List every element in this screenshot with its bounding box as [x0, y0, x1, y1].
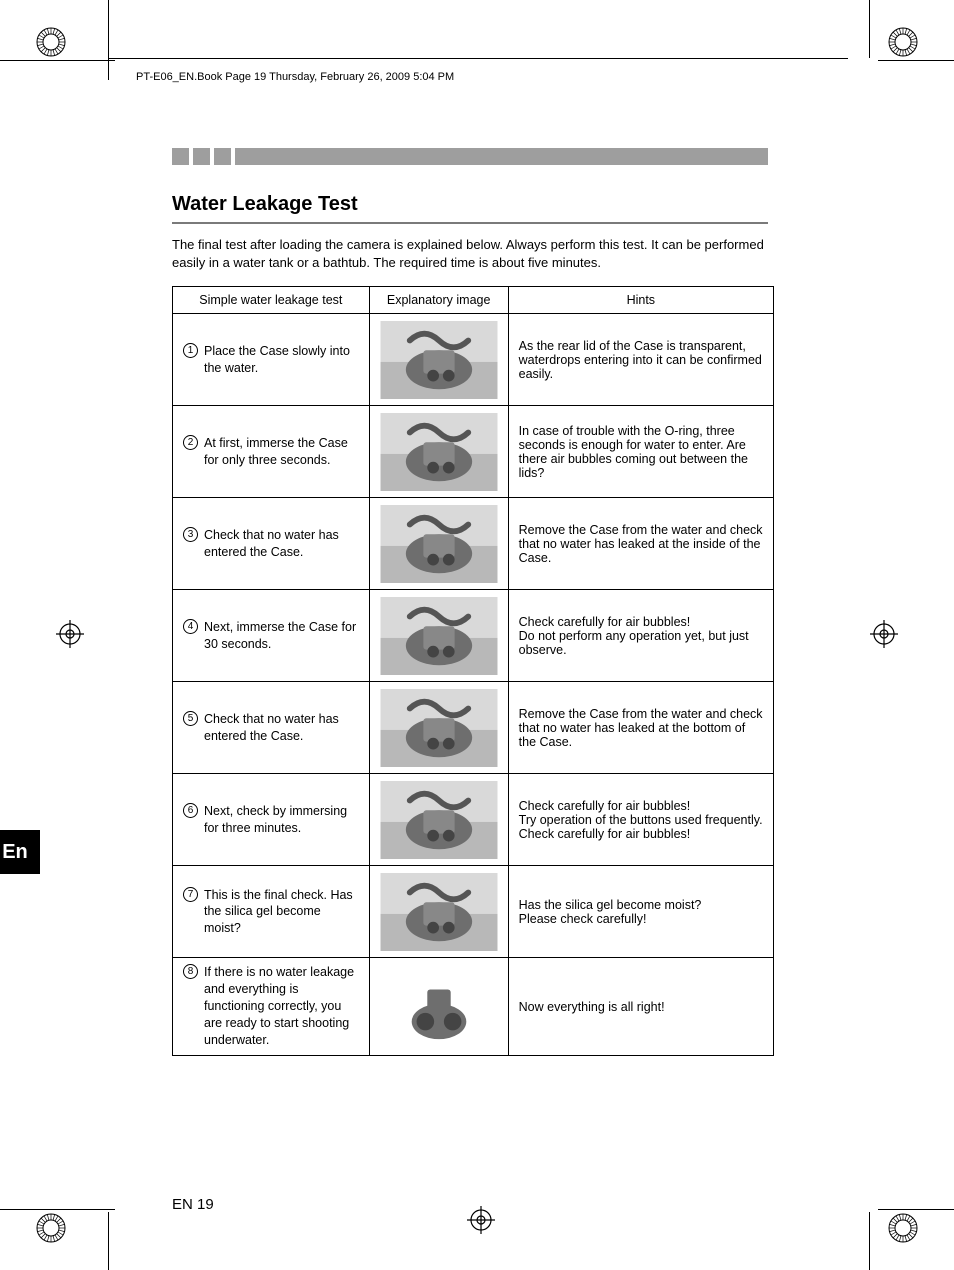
reg-target-right — [870, 620, 898, 648]
explanatory-image — [380, 505, 498, 583]
step-cell: 8 If there is no water leakage and every… — [173, 958, 370, 1055]
image-cell — [369, 498, 508, 590]
crop-line — [0, 1209, 115, 1210]
table-row: 4 Next, immerse the Case for 30 seconds.… — [173, 590, 774, 682]
step-cell: 7 This is the final check. Has the silic… — [173, 866, 370, 958]
step-cell: 3 Check that no water has entered the Ca… — [173, 498, 370, 590]
table-row: 2 At first, immerse the Case for only th… — [173, 406, 774, 498]
doc-header: PT-E06_EN.Book Page 19 Thursday, Februar… — [108, 58, 848, 88]
explanatory-image — [380, 597, 498, 675]
explanatory-image — [380, 968, 498, 1046]
step-text: Next, check by immersing for three minut… — [204, 803, 359, 837]
page-title: Water Leakage Test — [172, 193, 768, 224]
th-hint: Hints — [508, 287, 773, 314]
explanatory-image — [380, 321, 498, 399]
step-number: 5 — [183, 711, 198, 726]
step-cell: 2 At first, immerse the Case for only th… — [173, 406, 370, 498]
image-cell — [369, 958, 508, 1055]
table-body: 1 Place the Case slowly into the water. … — [173, 314, 774, 1055]
crop-line — [108, 1212, 109, 1270]
image-cell — [369, 682, 508, 774]
reg-mark-br — [885, 1210, 921, 1246]
hint-cell: As the rear lid of the Case is transpare… — [508, 314, 773, 406]
reg-mark-bl — [33, 1210, 69, 1246]
crop-line — [878, 60, 954, 61]
step-text: Place the Case slowly into the water. — [204, 343, 359, 377]
explanatory-image — [380, 413, 498, 491]
image-cell — [369, 314, 508, 406]
reg-mark-tl — [33, 24, 69, 60]
doc-header-text: PT-E06_EN.Book Page 19 Thursday, Februar… — [136, 71, 454, 83]
table-row: 1 Place the Case slowly into the water. … — [173, 314, 774, 406]
hint-cell: Remove the Case from the water and check… — [508, 498, 773, 590]
explanatory-image — [380, 873, 498, 951]
reg-mark-tr — [885, 24, 921, 60]
deco-square — [172, 148, 189, 165]
th-image: Explanatory image — [369, 287, 508, 314]
intro-paragraph: The final test after loading the camera … — [172, 236, 768, 272]
step-cell: 4 Next, immerse the Case for 30 seconds. — [173, 590, 370, 682]
hint-cell: Has the silica gel become moist?Please c… — [508, 866, 773, 958]
step-number: 2 — [183, 435, 198, 450]
crop-line — [869, 1212, 870, 1270]
hint-cell: Check carefully for air bubbles!Try oper… — [508, 774, 773, 866]
steps-table: Simple water leakage test Explanatory im… — [172, 286, 774, 1055]
step-cell: 5 Check that no water has entered the Ca… — [173, 682, 370, 774]
step-text: Check that no water has entered the Case… — [204, 527, 359, 561]
deco-square — [193, 148, 210, 165]
table-header-row: Simple water leakage test Explanatory im… — [173, 287, 774, 314]
step-text: If there is no water leakage and everyth… — [204, 964, 359, 1048]
explanatory-image — [380, 781, 498, 859]
crop-line — [108, 0, 109, 58]
reg-target-left — [56, 620, 84, 648]
step-number: 7 — [183, 887, 198, 902]
step-number: 8 — [183, 964, 198, 979]
hint-cell: Now everything is all right! — [508, 958, 773, 1055]
th-step: Simple water leakage test — [173, 287, 370, 314]
page-frame: PT-E06_EN.Book Page 19 Thursday, Februar… — [108, 58, 848, 1213]
image-cell — [369, 866, 508, 958]
table-row: 8 If there is no water leakage and every… — [173, 958, 774, 1055]
hint-cell: In case of trouble with the O-ring, thre… — [508, 406, 773, 498]
hint-cell: Check carefully for air bubbles!Do not p… — [508, 590, 773, 682]
deco-square — [214, 148, 231, 165]
table-row: 6 Next, check by immersing for three min… — [173, 774, 774, 866]
step-text: Next, immerse the Case for 30 seconds. — [204, 619, 359, 653]
table-row: 5 Check that no water has entered the Ca… — [173, 682, 774, 774]
step-cell: 6 Next, check by immersing for three min… — [173, 774, 370, 866]
step-number: 6 — [183, 803, 198, 818]
step-text: Check that no water has entered the Case… — [204, 711, 359, 745]
image-cell — [369, 590, 508, 682]
table-row: 3 Check that no water has entered the Ca… — [173, 498, 774, 590]
step-cell: 1 Place the Case slowly into the water. — [173, 314, 370, 406]
image-cell — [369, 406, 508, 498]
image-cell — [369, 774, 508, 866]
content-area: Water Leakage Test The final test after … — [108, 88, 768, 1056]
step-text: This is the final check. Has the silica … — [204, 887, 359, 938]
table-row: 7 This is the final check. Has the silic… — [173, 866, 774, 958]
step-number: 3 — [183, 527, 198, 542]
explanatory-image — [380, 689, 498, 767]
language-tab-label: En — [2, 841, 28, 864]
crop-line — [878, 1209, 954, 1210]
header-border — [108, 58, 109, 80]
step-number: 1 — [183, 343, 198, 358]
step-text: At first, immerse the Case for only thre… — [204, 435, 359, 469]
page-number: EN 19 — [172, 1196, 214, 1213]
decorative-bar — [172, 148, 768, 165]
crop-line — [0, 60, 115, 61]
hint-cell: Remove the Case from the water and check… — [508, 682, 773, 774]
crop-line — [869, 0, 870, 58]
language-tab: En — [0, 830, 40, 874]
deco-long-bar — [235, 148, 768, 165]
step-number: 4 — [183, 619, 198, 634]
